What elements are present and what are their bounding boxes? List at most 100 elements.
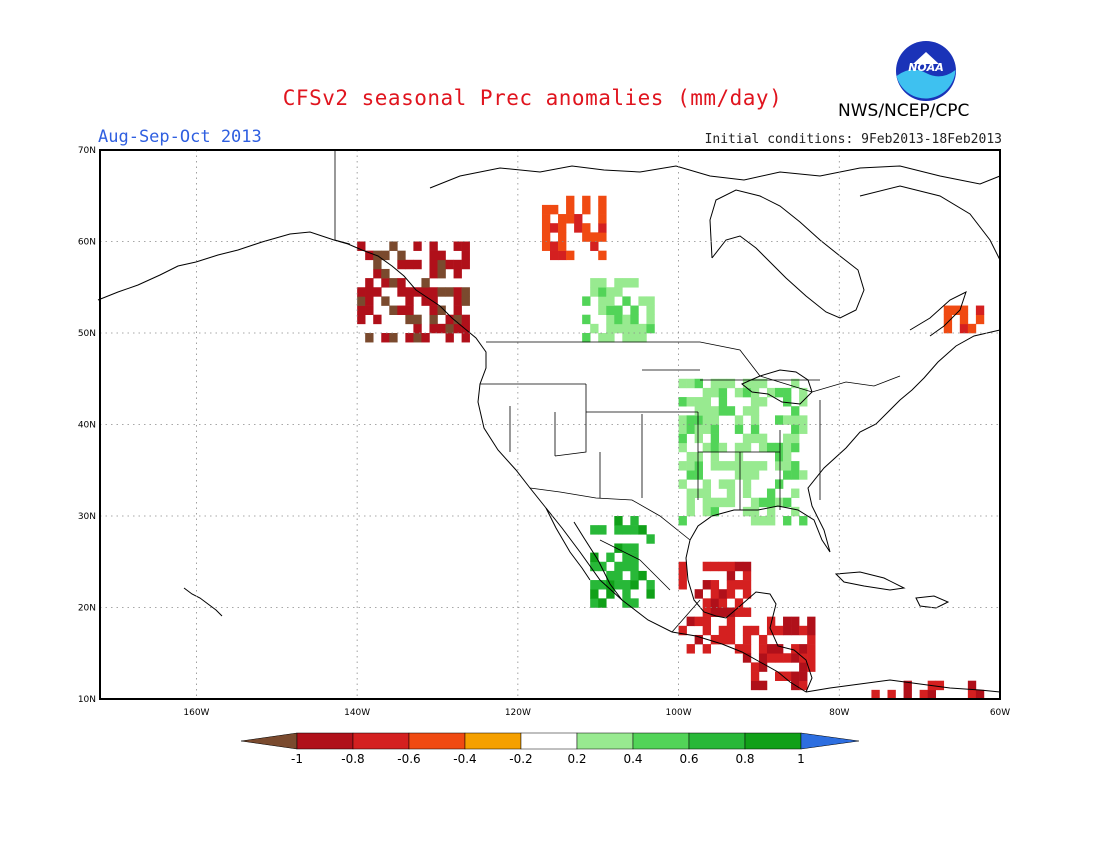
anomaly-cell bbox=[606, 314, 615, 325]
anomaly-cell bbox=[791, 644, 800, 654]
anomaly-cell bbox=[445, 259, 454, 270]
anomaly-cell bbox=[702, 397, 712, 407]
anomaly-cell bbox=[718, 634, 728, 645]
anomaly-cell bbox=[461, 259, 470, 270]
anomaly-cell bbox=[461, 323, 470, 334]
anomaly-cell bbox=[758, 662, 768, 672]
anomaly-cell bbox=[694, 589, 703, 599]
anomaly-cell bbox=[357, 287, 366, 297]
anomaly-cell bbox=[775, 653, 784, 663]
anomaly-cell bbox=[622, 561, 631, 572]
anomaly-cell bbox=[614, 323, 623, 334]
anomaly-cell bbox=[574, 214, 583, 224]
anomaly-cell bbox=[742, 470, 752, 480]
anomaly-cell bbox=[702, 580, 712, 590]
us-canada-border bbox=[486, 341, 901, 393]
anomaly-cell bbox=[718, 607, 728, 617]
anomaly-cell bbox=[638, 570, 647, 581]
labrador-coast bbox=[909, 291, 967, 337]
anomaly-cell bbox=[461, 333, 470, 343]
anomaly-cell bbox=[726, 461, 736, 471]
anomaly-cell bbox=[694, 433, 703, 444]
anomaly-cell bbox=[590, 552, 599, 563]
anomaly-cell bbox=[943, 314, 953, 325]
anomaly-cell bbox=[791, 506, 800, 517]
anomaly-cell bbox=[678, 415, 687, 425]
legend-swatch bbox=[464, 732, 522, 750]
anomaly-cell bbox=[445, 287, 454, 297]
anomaly-cell bbox=[413, 314, 422, 325]
anomaly-region bbox=[541, 195, 607, 261]
anomaly-cell bbox=[750, 406, 760, 416]
lat-tick-label: 20N bbox=[78, 604, 96, 614]
legend-swatch bbox=[352, 732, 410, 750]
anomaly-cell bbox=[646, 305, 655, 315]
anomaly-cell bbox=[710, 406, 720, 416]
anomaly-cell bbox=[582, 223, 591, 233]
anomaly-cell bbox=[726, 634, 736, 645]
anomaly-cell bbox=[606, 570, 615, 581]
anomaly-cell bbox=[541, 204, 551, 215]
anomaly-cell bbox=[357, 296, 366, 306]
anomaly-cell bbox=[405, 287, 414, 297]
anomaly-cell bbox=[799, 470, 808, 480]
anomaly-cell bbox=[710, 497, 720, 508]
anomaly-cell bbox=[734, 461, 744, 471]
lon-tick-label: 80W bbox=[829, 708, 849, 718]
anomaly-cell bbox=[791, 442, 800, 453]
anomaly-cell bbox=[742, 607, 752, 617]
anomaly-cell bbox=[453, 314, 462, 325]
anomaly-cell bbox=[678, 378, 687, 389]
legend-label: 1 bbox=[797, 752, 805, 766]
anomaly-cell bbox=[590, 241, 599, 251]
anomaly-cell bbox=[678, 442, 687, 453]
anomaly-cell bbox=[799, 662, 808, 672]
anomaly-cell bbox=[421, 296, 430, 306]
anomaly-cell bbox=[742, 634, 752, 645]
anomaly-cell bbox=[453, 323, 462, 334]
anomaly-cell bbox=[758, 433, 768, 444]
agency-label: NWS/NCEP/CPC bbox=[838, 101, 970, 121]
alaska-canada-border bbox=[334, 150, 351, 245]
anomaly-cell bbox=[726, 561, 736, 572]
anomaly-cell bbox=[590, 580, 599, 590]
anomaly-cell bbox=[734, 644, 744, 654]
anomaly-cell bbox=[726, 616, 736, 627]
lon-tick-label: 60W bbox=[990, 708, 1010, 718]
anomaly-cell bbox=[742, 433, 752, 444]
anomaly-cell bbox=[742, 406, 752, 416]
anomaly-cell bbox=[614, 580, 623, 590]
anomaly-cell bbox=[686, 616, 695, 627]
anomaly-cell bbox=[590, 287, 599, 297]
anomaly-cell bbox=[606, 287, 615, 297]
coastlines bbox=[97, 165, 1001, 693]
anomaly-cell bbox=[750, 671, 760, 681]
anomaly-cell bbox=[614, 516, 623, 526]
anomaly-cell bbox=[541, 214, 551, 224]
anomaly-cell bbox=[783, 653, 792, 663]
lat-tick-label: 50N bbox=[78, 329, 96, 339]
anomaly-cell bbox=[718, 598, 728, 608]
anomaly-cell bbox=[975, 305, 985, 315]
anomaly-cell bbox=[887, 689, 896, 700]
anomaly-cell bbox=[694, 406, 703, 416]
anomaly-cell bbox=[702, 406, 712, 416]
anomaly-cell bbox=[437, 268, 446, 279]
anomaly-cell bbox=[742, 387, 752, 398]
anomaly-cell bbox=[437, 323, 446, 334]
anomaly-cell bbox=[630, 323, 639, 334]
lat-tick-label: 30N bbox=[78, 512, 96, 522]
hudson-bay bbox=[709, 189, 865, 319]
anomaly-cell bbox=[558, 250, 567, 261]
anomaly-cell bbox=[646, 580, 655, 590]
anomaly-cell bbox=[718, 461, 728, 471]
anomaly-cell bbox=[750, 397, 760, 407]
anomaly-cell bbox=[791, 616, 800, 627]
anomaly-cell bbox=[630, 516, 639, 526]
anomaly-cell bbox=[783, 461, 792, 471]
anomaly-cell bbox=[726, 406, 736, 416]
anomaly-cell bbox=[453, 305, 462, 315]
anomaly-cell bbox=[429, 296, 438, 306]
anomaly-cell bbox=[742, 479, 752, 489]
